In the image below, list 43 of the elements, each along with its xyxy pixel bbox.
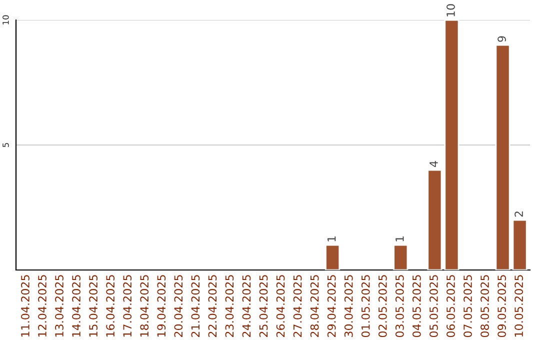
data-label: 10 <box>446 4 455 16</box>
bar <box>495 44 510 270</box>
bar <box>325 244 340 270</box>
x-tick-label: 17.04.2025 <box>123 275 132 337</box>
x-tick-label: 02.05.2025 <box>378 275 387 338</box>
x-tick-label: 12.04.2025 <box>38 275 46 337</box>
bar <box>512 219 528 270</box>
x-tick-label: 07.05.2025 <box>464 275 472 338</box>
x-tick-label: 23.04.2025 <box>225 275 234 337</box>
x-tick-label: 18.04.2025 <box>140 275 149 337</box>
x-tick-label: 19.04.2025 <box>157 275 166 337</box>
x-tick-label: 03.05.2025 <box>395 275 404 338</box>
x-tick-label: 06.05.2025 <box>446 275 455 338</box>
x-tick-label: 08.05.2025 <box>480 275 489 338</box>
data-label: 4 <box>430 161 438 167</box>
bar <box>427 169 442 270</box>
x-tick-label: 30.04.2025 <box>344 275 353 337</box>
bar <box>393 244 408 270</box>
x-tick-label: 24.04.2025 <box>242 275 251 337</box>
x-tick-label: 27.04.2025 <box>293 275 302 337</box>
data-label: 1 <box>328 236 336 242</box>
bar <box>444 20 460 270</box>
y-tick-label: 5 <box>2 143 9 148</box>
x-tick-label: 01.05.2025 <box>361 275 370 338</box>
data-label: 2 <box>514 212 523 217</box>
x-tick-label: 09.05.2025 <box>498 275 506 338</box>
x-tick-label: 25.04.2025 <box>259 275 268 337</box>
x-tick-label: 05.05.2025 <box>430 275 438 338</box>
x-tick-label: 10.05.2025 <box>514 275 524 337</box>
x-tick-label: 15.04.2025 <box>89 275 98 337</box>
x-tick-label: 28.04.2025 <box>310 275 319 337</box>
x-tick-label: 04.05.2025 <box>412 275 421 338</box>
x-tick-label: 13.04.2025 <box>55 275 64 337</box>
x-tick-label: 20.04.2025 <box>174 275 183 337</box>
x-tick-label: 21.04.2025 <box>191 275 200 337</box>
data-label: 1 <box>396 236 404 242</box>
x-tick-label: 11.04.2025 <box>21 275 30 337</box>
x-tick-label: 16.04.2025 <box>106 275 115 337</box>
x-tick-label: 22.04.2025 <box>208 275 217 337</box>
x-tick-label: 14.04.2025 <box>72 275 80 337</box>
data-label: 9 <box>498 36 506 42</box>
x-tick-label: 26.04.2025 <box>276 275 285 337</box>
x-tick-label: 29.04.2025 <box>327 275 336 337</box>
